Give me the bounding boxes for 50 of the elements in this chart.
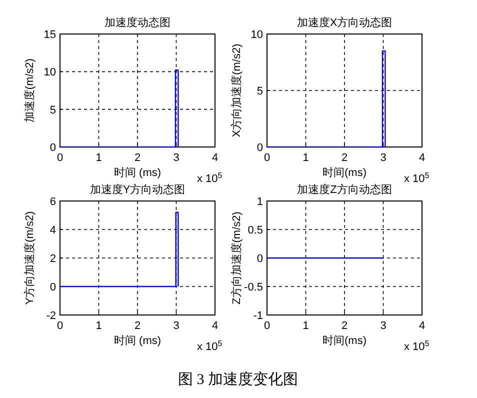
x-tick-label: 3 bbox=[380, 320, 386, 332]
y-tick-label: 5 bbox=[256, 86, 263, 98]
caption: 图 3 加速度变化图 bbox=[178, 371, 298, 388]
x-tick-label: 4 bbox=[212, 320, 218, 332]
x-axis-title: 时间(ms) bbox=[322, 334, 366, 347]
y-tick-label: 0 bbox=[256, 253, 263, 265]
y-tick-label: 0 bbox=[50, 142, 56, 154]
y-tick-label: -2 bbox=[46, 310, 56, 322]
y-tick-label: 2 bbox=[50, 253, 56, 265]
x-tick-label: 2 bbox=[341, 320, 348, 332]
y-axis-title: 加速度(m/s2) bbox=[23, 58, 36, 123]
x-tick-label: 4 bbox=[418, 320, 426, 332]
y-tick-label: 0.5 bbox=[248, 224, 263, 236]
chart-title: 加速度动态图 bbox=[104, 16, 170, 29]
chart-title: 加速度X方向动态图 bbox=[296, 16, 392, 29]
y-tick-label: 6 bbox=[50, 196, 56, 208]
x-tick-label: 4 bbox=[212, 152, 218, 164]
x-tick-label: 1 bbox=[302, 152, 309, 164]
y-tick-label: 10 bbox=[44, 66, 56, 79]
x-tick-label: 3 bbox=[380, 152, 386, 164]
text: x 10$^{5}$ bbox=[404, 170, 430, 185]
y-axis-title: Z方向加速度(m/s2) bbox=[230, 212, 243, 304]
x-tick-label: 1 bbox=[302, 320, 309, 332]
x-tick-label: 3 bbox=[173, 152, 180, 164]
y-tick-label: -0.5 bbox=[244, 282, 263, 294]
x-tick-label: 1 bbox=[96, 320, 102, 332]
y-tick-label: 0 bbox=[50, 282, 56, 294]
chart-title: 加速度Y方向动态图 bbox=[90, 183, 186, 196]
x-axis-title: 时间(ms) bbox=[322, 166, 366, 179]
x-tick-label: 4 bbox=[418, 152, 426, 164]
x-tick-label: 3 bbox=[173, 320, 180, 332]
y-tick-label: -1 bbox=[253, 310, 263, 322]
text: x 10$^{5}$ bbox=[404, 338, 430, 353]
y-axis-title: X方向加速度(m/s2) bbox=[230, 44, 243, 138]
y-tick-label: 5 bbox=[50, 104, 56, 116]
y-tick-label: 4 bbox=[50, 224, 56, 236]
x-tick-label: 1 bbox=[96, 152, 102, 164]
text: x 10$^{5}$ bbox=[197, 338, 223, 353]
chart-title: 加速度Z方向动态图 bbox=[297, 183, 392, 196]
y-tick-label: 1 bbox=[256, 196, 263, 208]
text: x 10$^{5}$ bbox=[197, 170, 223, 185]
x-axis-title: 时间 (ms) bbox=[114, 166, 162, 179]
x-axis-title: 时间 (ms) bbox=[114, 334, 162, 347]
x-tick-label: 2 bbox=[341, 152, 348, 164]
y-axis-title: Y方向加速度(m/s2) bbox=[23, 211, 36, 305]
y-tick-label: 10 bbox=[250, 29, 263, 41]
y-tick-label: 15 bbox=[44, 29, 56, 41]
y-tick-label: 0 bbox=[256, 142, 263, 154]
x-tick-label: 2 bbox=[134, 320, 141, 332]
x-tick-label: 2 bbox=[134, 152, 141, 164]
